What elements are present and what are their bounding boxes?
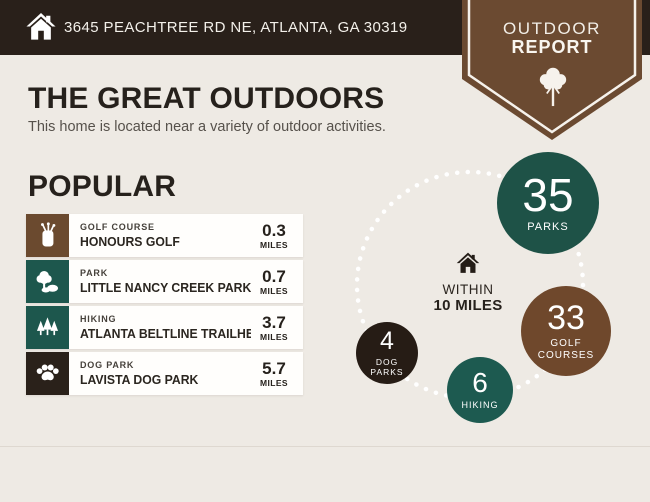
- item-distance: 5.7: [262, 358, 286, 378]
- parks-count: 35: [522, 168, 574, 221]
- golf-courses-label: GOLF COURSES: [537, 337, 595, 361]
- item-distance-unit: MILES: [260, 377, 288, 388]
- item-distance-unit: MILES: [260, 239, 288, 250]
- parks-count-bubble: 35 PARKS: [497, 152, 599, 254]
- footer: ListReports DISCLAIMER: The information …: [0, 446, 650, 502]
- paw-icon: [26, 352, 69, 395]
- item-name: HONOURS GOLF: [80, 234, 180, 249]
- page-subtitle: This home is located near a variety of o…: [28, 119, 386, 135]
- parks-label: PARKS: [527, 220, 569, 233]
- popular-heading: POPULAR: [28, 170, 177, 203]
- dog-parks-count-bubble: 4 DOG PARKS: [356, 322, 418, 384]
- golf-courses-count-bubble: 33 GOLF COURSES: [521, 286, 611, 376]
- park-tree-icon: [26, 260, 69, 303]
- property-address: 3645 PEACHTREE RD NE, ATLANTA, GA 30319: [64, 19, 408, 36]
- hiking-label: HIKING: [461, 400, 499, 411]
- item-name: ATLANTA BELTLINE TRAILHEAD: [80, 326, 251, 341]
- item-category: PARK: [80, 268, 109, 278]
- badge-title-line2: REPORT: [511, 37, 593, 57]
- within-text: WITHIN: [442, 282, 494, 297]
- page-title: THE GREAT OUTDOORS: [28, 82, 385, 115]
- dog-parks-count: 4: [380, 326, 394, 355]
- pine-trees-icon: [26, 306, 69, 349]
- item-category: DOG PARK: [80, 360, 135, 370]
- item-name: LITTLE NANCY CREEK PARK: [80, 280, 251, 295]
- hiking-count-bubble: 6 HIKING: [447, 357, 513, 423]
- item-distance-unit: MILES: [260, 331, 288, 342]
- item-distance: 0.3: [262, 220, 286, 240]
- list-item-dog-park: DOG PARK LAVISTA DOG PARK 5.7 MILES: [26, 352, 303, 395]
- list-item-golf-course: GOLF COURSE HONOURS GOLF 0.3 MILES: [26, 214, 303, 257]
- item-distance: 3.7: [262, 312, 286, 332]
- within-distance: 10 MILES: [433, 297, 503, 314]
- home-icon: [26, 12, 56, 40]
- tree-icon: [539, 67, 567, 107]
- house-icon: [456, 252, 480, 273]
- item-category: HIKING: [80, 314, 117, 324]
- item-distance-unit: MILES: [260, 285, 288, 296]
- within-radius-label: WITHIN 10 MILES: [408, 252, 528, 314]
- badge-title-line1: OUTDOOR: [502, 19, 602, 38]
- popular-list: GOLF COURSE HONOURS GOLF 0.3 MILES: [26, 214, 303, 398]
- list-item-hiking: HIKING ATLANTA BELTLINE TRAILHEAD 3.7 MI…: [26, 306, 303, 349]
- list-item-park: PARK LITTLE NANCY CREEK PARK 0.7 MILES: [26, 260, 303, 303]
- golf-bag-icon: [26, 214, 69, 257]
- hiking-count: 6: [472, 367, 488, 399]
- item-name: LAVISTA DOG PARK: [80, 372, 199, 387]
- golf-courses-count: 33: [547, 298, 585, 337]
- item-category: GOLF COURSE: [80, 222, 155, 232]
- item-distance: 0.7: [262, 266, 286, 286]
- dog-parks-label: DOG PARKS: [370, 356, 404, 377]
- dashed-radius-ring: [354, 169, 586, 401]
